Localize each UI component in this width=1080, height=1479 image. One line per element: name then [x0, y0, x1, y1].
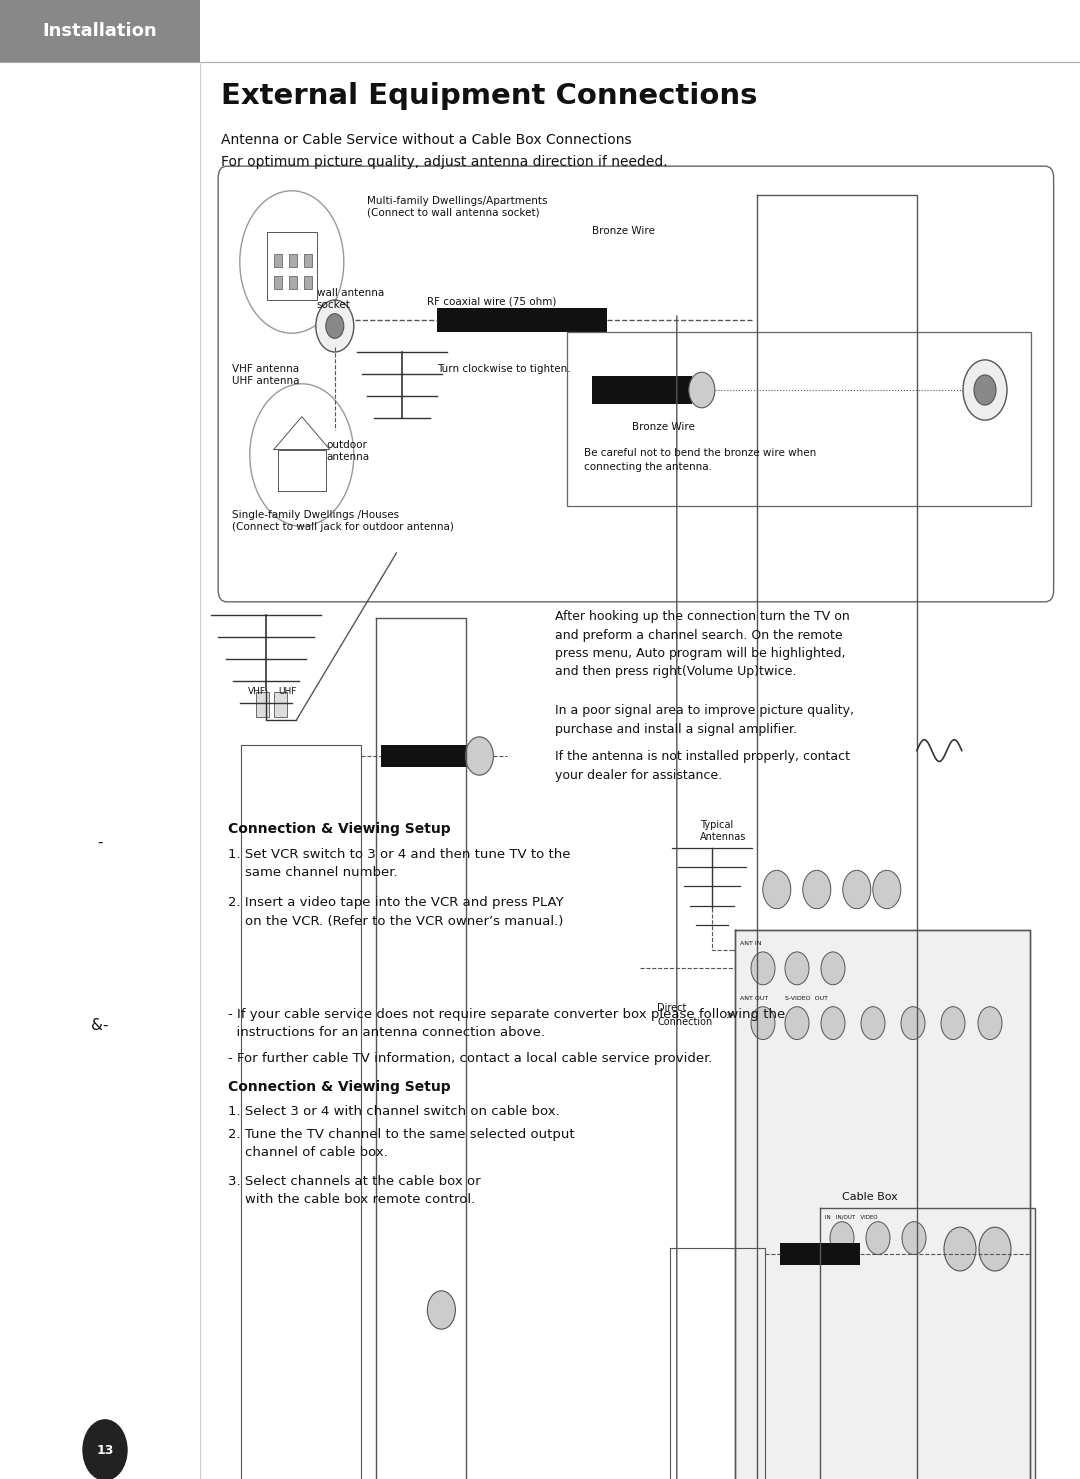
FancyBboxPatch shape	[218, 166, 1054, 602]
Circle shape	[831, 1222, 854, 1254]
FancyBboxPatch shape	[0, 0, 200, 62]
Circle shape	[689, 373, 715, 408]
Circle shape	[901, 1007, 924, 1040]
FancyBboxPatch shape	[780, 1242, 860, 1265]
Text: In a poor signal area to improve picture quality,
purchase and install a signal : In a poor signal area to improve picture…	[555, 704, 854, 735]
FancyBboxPatch shape	[274, 254, 282, 268]
Circle shape	[751, 1007, 775, 1040]
Text: S-VIDEO  OUT: S-VIDEO OUT	[785, 995, 828, 1001]
Text: Connection & Viewing Setup: Connection & Viewing Setup	[228, 1080, 450, 1094]
Text: RF coaxial wire (75 ohm): RF coaxial wire (75 ohm)	[427, 296, 556, 306]
FancyBboxPatch shape	[256, 692, 269, 717]
FancyBboxPatch shape	[381, 745, 467, 768]
Text: outdoor
antenna: outdoor antenna	[327, 439, 370, 461]
Text: 3. Select channels at the cable box or
    with the cable box remote control.: 3. Select channels at the cable box or w…	[228, 1174, 481, 1205]
Circle shape	[428, 1291, 456, 1330]
Circle shape	[974, 376, 996, 405]
Text: 1. Select 3 or 4 with channel switch on cable box.: 1. Select 3 or 4 with channel switch on …	[228, 1105, 559, 1118]
FancyBboxPatch shape	[288, 254, 297, 268]
Text: Bronze Wire: Bronze Wire	[592, 226, 654, 237]
Circle shape	[465, 737, 494, 775]
Text: - If your cable service does not require separate converter box please following: - If your cable service does not require…	[228, 1009, 785, 1040]
Circle shape	[821, 1007, 845, 1040]
Text: Bronze Wire: Bronze Wire	[632, 422, 694, 432]
Circle shape	[941, 1007, 966, 1040]
Text: wall antenna
socket: wall antenna socket	[316, 288, 384, 309]
Circle shape	[751, 952, 775, 985]
Circle shape	[978, 1007, 1002, 1040]
FancyBboxPatch shape	[288, 275, 297, 290]
Text: IN   IN/OUT   VIDEO: IN IN/OUT VIDEO	[825, 1214, 878, 1220]
Circle shape	[978, 1228, 1011, 1270]
Text: Typical
Antennas: Typical Antennas	[700, 819, 746, 842]
Circle shape	[762, 870, 791, 908]
Text: Turn clockwise to tighten.: Turn clockwise to tighten.	[436, 364, 570, 374]
Text: -: -	[97, 834, 103, 849]
FancyBboxPatch shape	[303, 254, 312, 268]
Circle shape	[802, 870, 831, 908]
Text: Direct
Connection: Direct Connection	[657, 1003, 712, 1026]
FancyBboxPatch shape	[274, 275, 282, 290]
Text: For optimum picture quality, adjust antenna direction if needed.: For optimum picture quality, adjust ante…	[221, 155, 669, 169]
Circle shape	[963, 359, 1007, 420]
Text: After hooking up the connection turn the TV on
and preform a channel search. On : After hooking up the connection turn the…	[555, 609, 850, 679]
Text: 1. Set VCR switch to 3 or 4 and then tune TV to the
    same channel number.: 1. Set VCR switch to 3 or 4 and then tun…	[228, 847, 570, 880]
Text: ANT IN: ANT IN	[740, 941, 761, 947]
Circle shape	[785, 1007, 809, 1040]
FancyBboxPatch shape	[274, 692, 287, 717]
Circle shape	[861, 1007, 885, 1040]
Text: &-: &-	[91, 1018, 109, 1032]
Circle shape	[944, 1228, 976, 1270]
Circle shape	[821, 952, 845, 985]
Circle shape	[873, 870, 901, 908]
Text: Single-family Dwellings /Houses
(Connect to wall jack for outdoor antenna): Single-family Dwellings /Houses (Connect…	[232, 510, 454, 531]
Text: ANT OUT: ANT OUT	[740, 995, 768, 1001]
FancyBboxPatch shape	[436, 308, 607, 333]
Text: External Equipment Connections: External Equipment Connections	[221, 81, 758, 109]
Text: Antenna or Cable Service without a Cable Box Connections: Antenna or Cable Service without a Cable…	[221, 133, 632, 146]
Text: Connection & Viewing Setup: Connection & Viewing Setup	[228, 822, 450, 836]
FancyBboxPatch shape	[735, 930, 1030, 1479]
FancyBboxPatch shape	[820, 1208, 1035, 1479]
Text: 13: 13	[96, 1444, 113, 1457]
FancyBboxPatch shape	[303, 275, 312, 290]
Text: UHF: UHF	[279, 688, 297, 697]
Circle shape	[326, 314, 343, 339]
Text: Installation: Installation	[42, 22, 158, 40]
FancyBboxPatch shape	[567, 333, 1031, 506]
Text: 2. Insert a video tape into the VCR and press PLAY
    on the VCR. (Refer to the: 2. Insert a video tape into the VCR and …	[228, 896, 564, 927]
Circle shape	[83, 1420, 127, 1479]
Text: If the antenna is not installed properly, contact
your dealer for assistance.: If the antenna is not installed properly…	[555, 750, 850, 781]
Text: 2. Tune the TV channel to the same selected output
    channel of cable box.: 2. Tune the TV channel to the same selec…	[228, 1128, 575, 1160]
Circle shape	[866, 1222, 890, 1254]
Circle shape	[842, 870, 870, 908]
Text: VHF antenna
UHF antenna: VHF antenna UHF antenna	[232, 364, 299, 386]
Circle shape	[902, 1222, 926, 1254]
Text: Cable Box: Cable Box	[842, 1192, 897, 1202]
Text: Multi-family Dwellings/Apartments
(Connect to wall antenna socket): Multi-family Dwellings/Apartments (Conne…	[367, 197, 548, 217]
Text: - For further cable TV information, contact a local cable service provider.: - For further cable TV information, cont…	[228, 1052, 713, 1065]
Text: VHF: VHF	[248, 688, 267, 697]
Circle shape	[785, 952, 809, 985]
Circle shape	[315, 300, 354, 352]
Text: Be careful not to bend the bronze wire when
connecting the antenna.: Be careful not to bend the bronze wire w…	[584, 448, 816, 472]
FancyBboxPatch shape	[592, 376, 692, 404]
